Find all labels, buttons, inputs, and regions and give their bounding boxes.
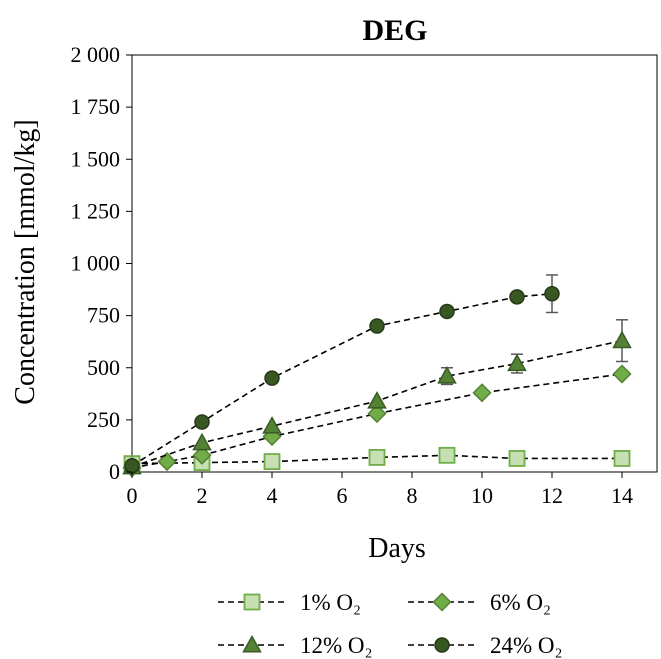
y-axis-label: Concentration [mmol/kg] [10,119,41,404]
series-0 [123,446,631,473]
x-tick-label: 8 [407,483,418,508]
y-tick-label: 750 [87,303,120,328]
legend-marker [432,592,452,612]
legend-marker [242,634,262,653]
legend: 1% O₂ 6% O₂ 12% O₂ 24% O₂ [218,590,563,658]
x-tick-label: 10 [471,483,493,508]
data-point [264,370,280,386]
y-tick-label: 0 [109,459,120,484]
data-point [439,303,455,320]
data-point [124,457,140,474]
legend-label: 6% O₂ [490,590,551,615]
series-3 [124,274,560,474]
legend-label: 12% O₂ [300,633,373,658]
y-axis-ticks: 0 250 500 750 1 000 1 250 1 500 1 750 2 000 [71,42,132,484]
data-point [438,446,456,464]
plot-frame [131,54,658,473]
data-point [367,404,387,424]
data-point [367,391,387,409]
data-point [157,452,177,472]
data-point [369,318,385,334]
y-tick-label: 1 000 [71,251,121,276]
chart-title: DEG [362,14,427,47]
y-tick-label: 1 750 [71,94,121,119]
series-line [131,292,553,467]
data-point [508,450,526,467]
data-point [472,383,492,403]
x-tick-label: 2 [197,483,208,508]
x-axis-label: Days [368,533,426,564]
data-point [613,450,631,467]
plot-area [122,54,658,478]
legend-item: 6% O₂ [408,590,551,615]
y-tick-label: 2 000 [71,42,121,67]
x-tick-label: 4 [267,483,278,508]
y-tick-label: 500 [87,355,120,380]
series-2 [122,319,632,475]
data-point [262,416,282,434]
data-point [507,353,527,372]
data-point [437,366,457,384]
x-tick-label: 14 [611,483,633,508]
data-point [612,364,632,384]
y-tick-label: 1 250 [71,198,121,223]
y-tick-label: 250 [87,407,120,432]
legend-marker [243,593,261,611]
data-point [194,414,210,430]
legend-item: 12% O₂ [218,633,373,658]
data-point [263,453,281,470]
data-point [192,432,212,451]
x-axis-ticks: 0 2 4 6 8 10 12 14 [127,472,633,508]
legend-label: 1% O₂ [300,590,361,615]
legend-item: 1% O₂ [218,590,361,615]
data-point [509,289,525,305]
data-point [612,330,632,349]
y-tick-label: 1 500 [71,146,121,171]
legend-marker [434,637,450,653]
legend-label: 24% O₂ [490,633,563,658]
data-point [544,285,560,302]
data-point [368,449,386,466]
x-tick-label: 6 [337,483,348,508]
legend-item: 24% O₂ [408,633,563,658]
x-tick-label: 0 [127,483,138,508]
x-tick-label: 12 [541,483,563,508]
data-point [192,445,212,465]
